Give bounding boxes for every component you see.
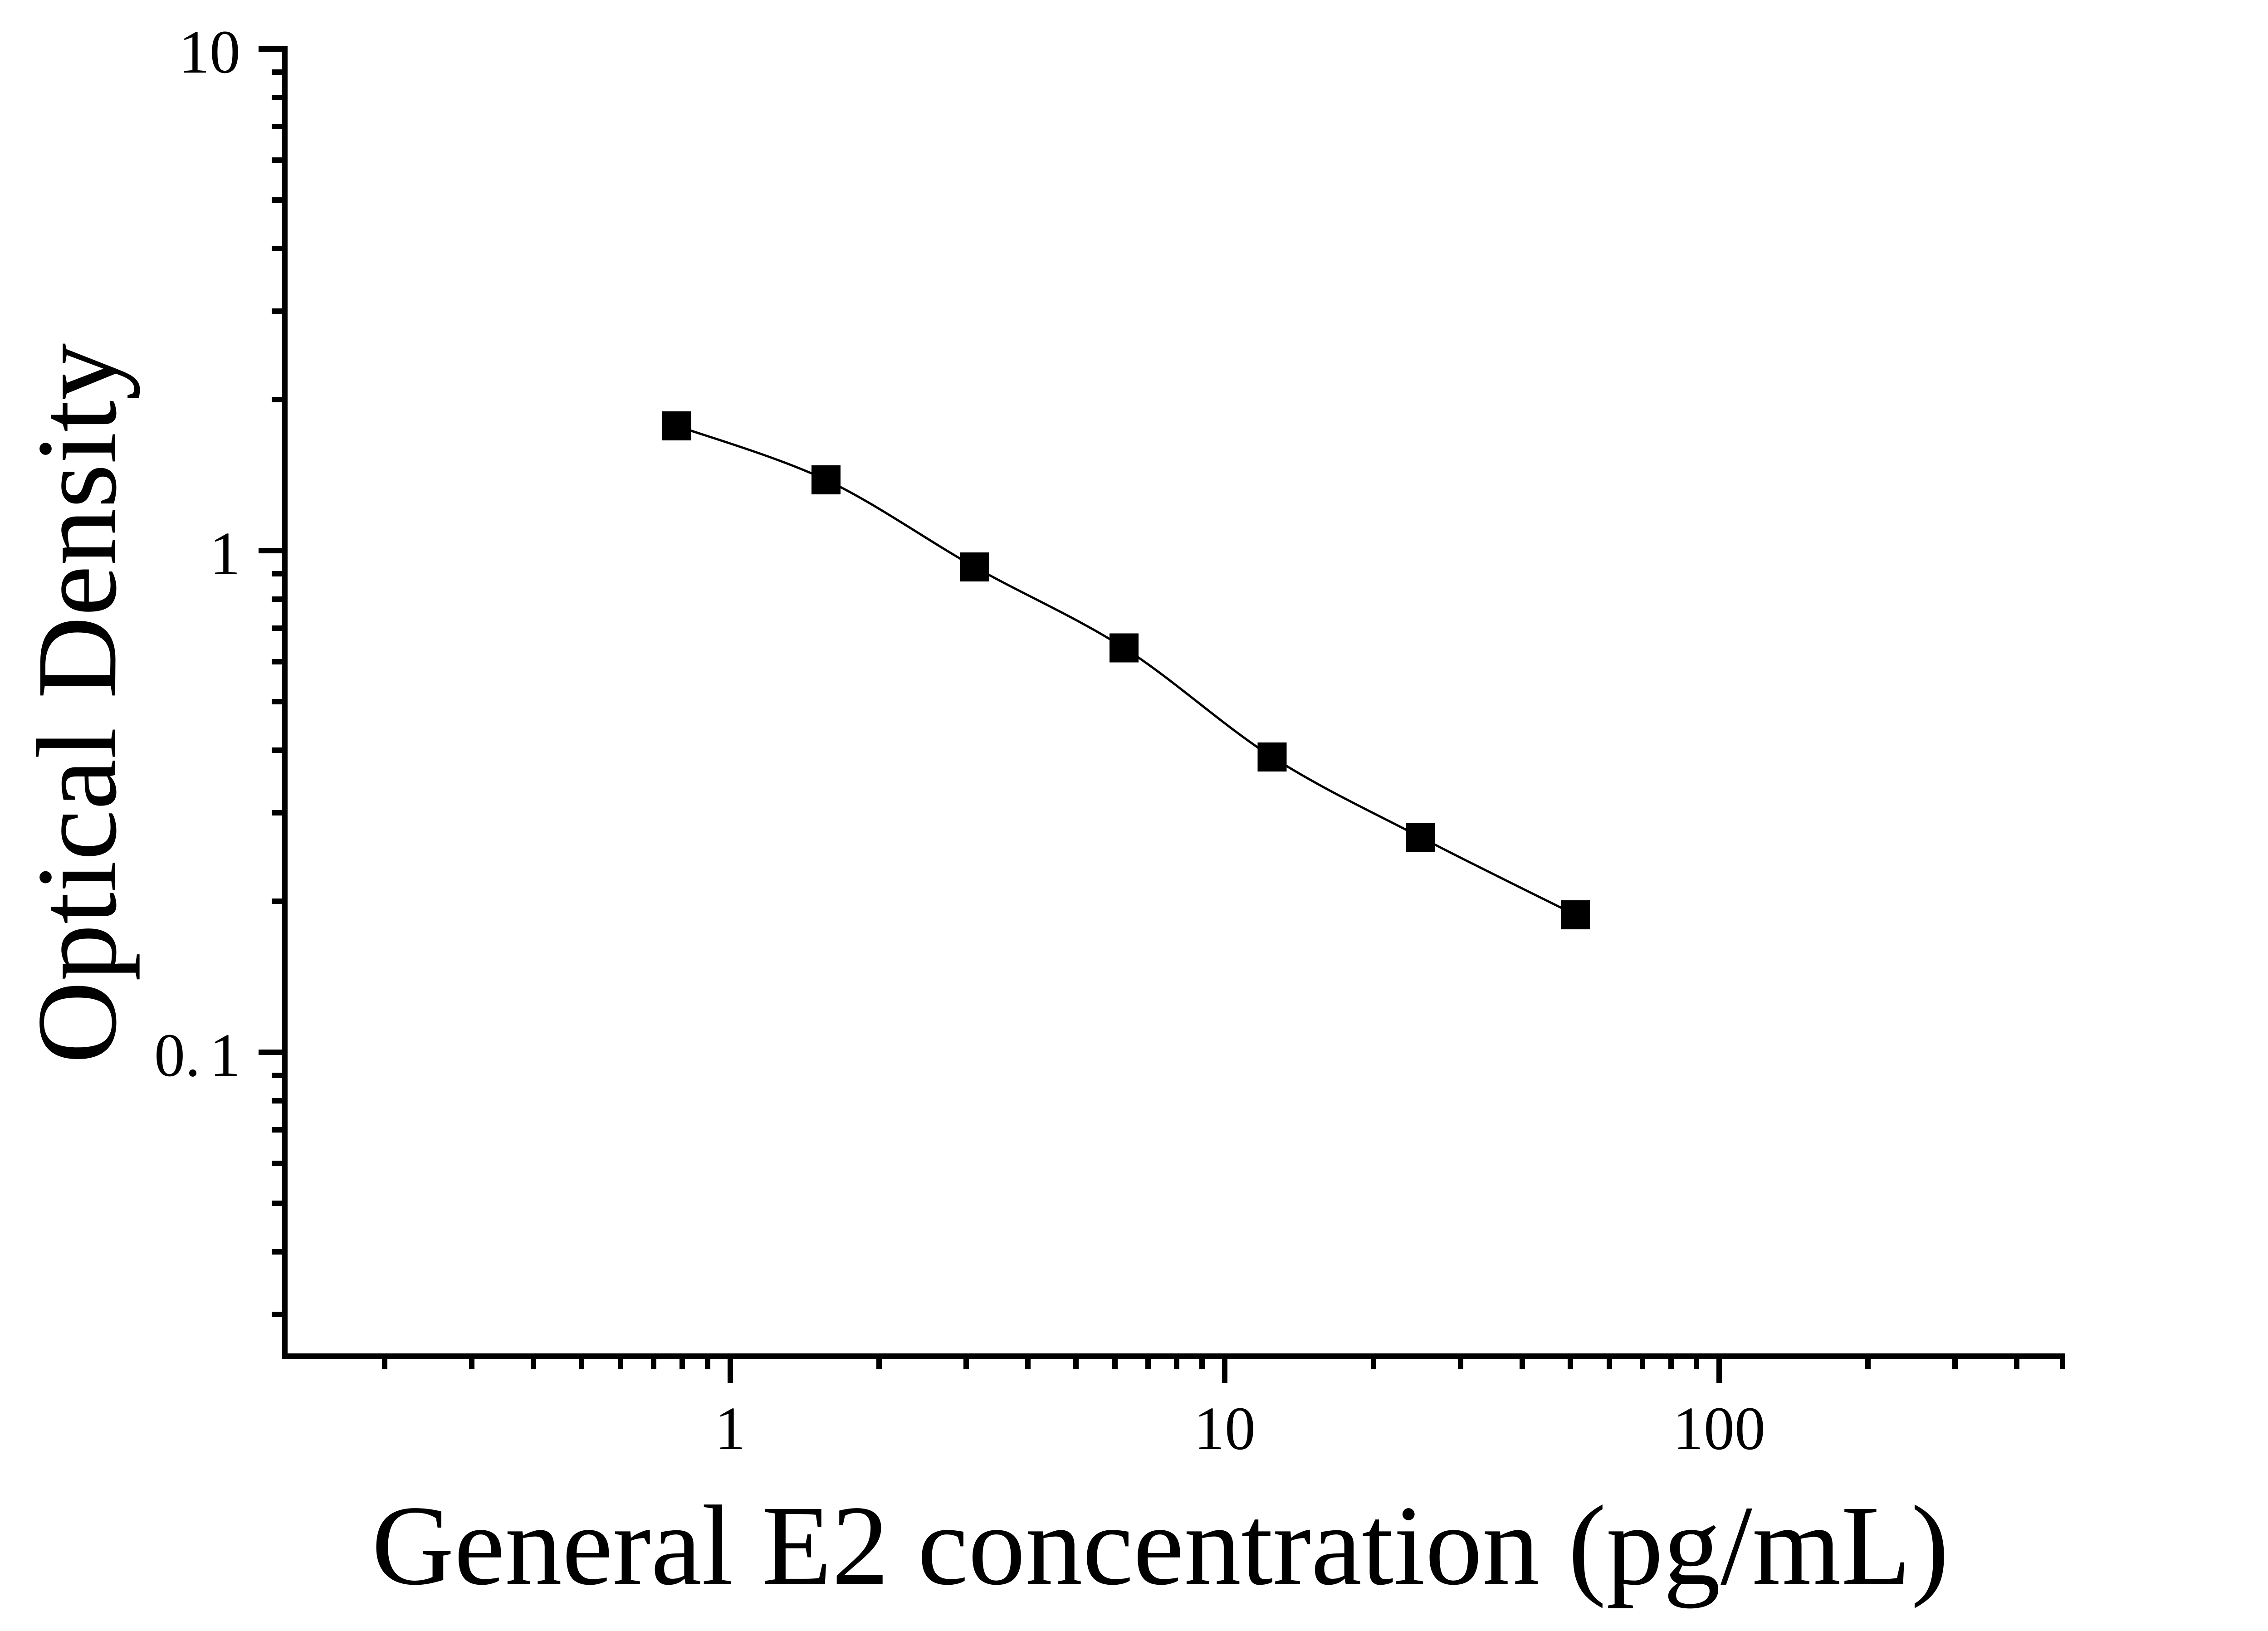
svg-text:1: 1	[715, 1395, 746, 1463]
svg-text:10: 10	[1194, 1395, 1256, 1463]
svg-text:1: 1	[210, 520, 240, 588]
svg-text:100: 100	[1673, 1395, 1765, 1463]
svg-text:Optical Density: Optical Density	[13, 343, 140, 1064]
svg-text:10: 10	[179, 18, 240, 86]
svg-text:General E2 concentration (pg/m: General E2 concentration (pg/mL)	[371, 1482, 1949, 1609]
svg-text:0.1: 0. 1	[154, 1021, 240, 1089]
